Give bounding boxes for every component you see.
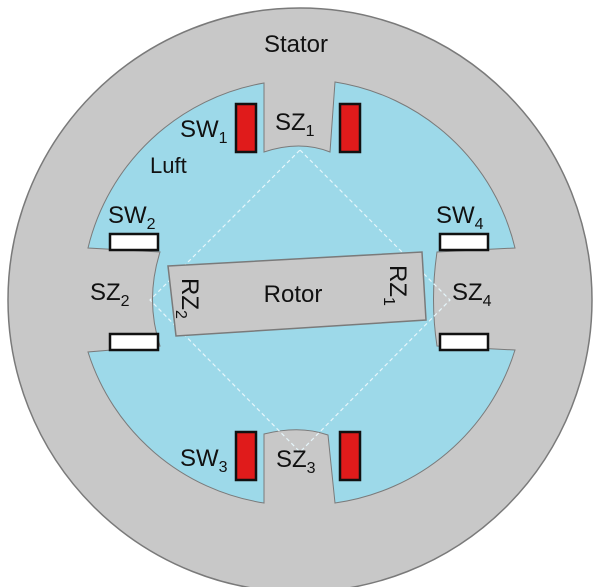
sz3-label: SZ3 (276, 446, 316, 477)
rz2-label: RZ2 (172, 278, 203, 319)
sw3-label: SW3 (180, 445, 228, 476)
sw4-label: SW4 (436, 202, 484, 233)
flux-path-diamond (149, 149, 451, 453)
rotor-body (167, 251, 427, 337)
winding-sw4-bottom (438, 332, 490, 352)
winding-sw1-left (234, 102, 258, 154)
winding-sw3-left (234, 430, 258, 482)
winding-sw1-right (338, 102, 362, 154)
air-label: Luft (150, 153, 187, 178)
winding-sw4-top (438, 232, 490, 252)
sz1-label: SZ1 (275, 109, 315, 140)
sz4-label: SZ4 (452, 279, 492, 310)
winding-sw3-right (338, 430, 362, 482)
winding-sw2-bottom (108, 332, 160, 352)
rotor-label: Rotor (264, 281, 323, 308)
sz2-label: SZ2 (90, 279, 130, 310)
sw1-label: SW1 (180, 116, 228, 147)
winding-sw2-top (108, 232, 160, 252)
stator-label: Stator (264, 31, 328, 58)
rz1-label: RZ1 (380, 265, 411, 306)
sw2-label: SW2 (108, 202, 156, 233)
